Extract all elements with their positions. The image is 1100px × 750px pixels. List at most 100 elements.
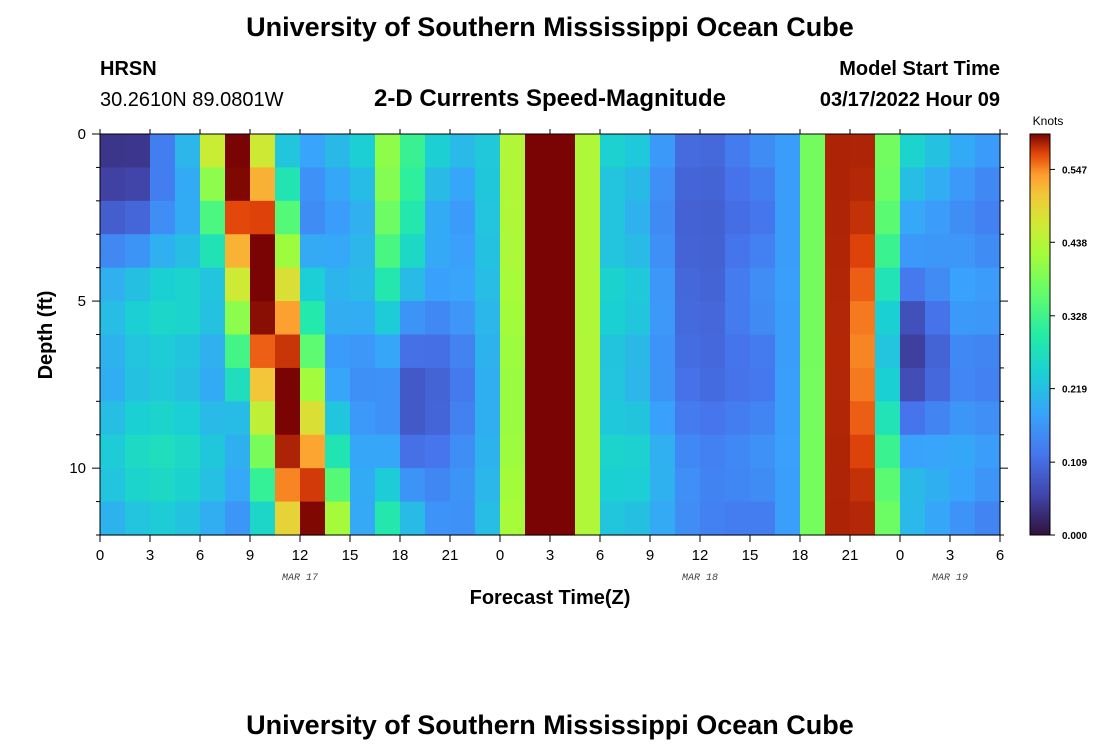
heatmap-cell [350, 334, 376, 369]
heatmap-cell [100, 334, 126, 369]
heatmap-cell [200, 234, 226, 269]
heatmap-cell [450, 301, 476, 336]
x-tick-label: 21 [442, 547, 459, 564]
heatmap-cell [600, 401, 626, 436]
heatmap-cell [175, 267, 201, 302]
x-axis-label: Forecast Time(Z) [470, 587, 631, 609]
heatmap-cell [225, 200, 251, 235]
heatmap-cell [525, 401, 551, 436]
heatmap-cell [125, 267, 151, 302]
heatmap-cell [850, 501, 876, 536]
heatmap-cell [100, 134, 126, 169]
heatmap-cell [725, 468, 751, 503]
heatmap-cell [400, 367, 426, 402]
heatmap-cell [125, 334, 151, 369]
heatmap-cell [275, 167, 301, 202]
heatmap-cell [925, 200, 951, 235]
heatmap-cell [875, 401, 901, 436]
heatmap-cell [475, 367, 501, 402]
x-tick-label: 12 [692, 547, 709, 564]
heatmap-cell [275, 501, 301, 536]
heatmap-cell [625, 301, 651, 336]
heatmap-cell [975, 301, 1001, 336]
heatmap-cell [700, 200, 726, 235]
heatmap-cell [925, 234, 951, 269]
heatmap-cell [400, 434, 426, 469]
heatmap-cell [600, 367, 626, 402]
heatmap-cell [425, 167, 451, 202]
heatmap-cell [300, 334, 326, 369]
heatmap-cell [900, 367, 926, 402]
heatmap-cell [125, 367, 151, 402]
heatmap-cell [675, 367, 701, 402]
heatmap-cell [700, 167, 726, 202]
heatmap-cell [350, 434, 376, 469]
heatmap-cell [725, 167, 751, 202]
heatmap-cell [725, 234, 751, 269]
heatmap-cell [850, 301, 876, 336]
heatmap-cell [875, 334, 901, 369]
heatmap-cell [475, 267, 501, 302]
heatmap-cell [575, 401, 601, 436]
heatmap-cell [200, 434, 226, 469]
heatmap-cell [325, 301, 351, 336]
heatmap-cell [700, 134, 726, 169]
heatmap-cell [450, 267, 476, 302]
heatmap-cell [325, 367, 351, 402]
heatmap-cell [625, 134, 651, 169]
heatmap-cell [450, 468, 476, 503]
heatmap-cell [475, 401, 501, 436]
heatmap-cell [525, 267, 551, 302]
heatmap-cell [250, 334, 276, 369]
heatmap-cell [650, 434, 676, 469]
heatmap-cell [550, 367, 576, 402]
heatmap-cell [175, 367, 201, 402]
heatmap-cell [950, 367, 976, 402]
heatmap-cell [550, 167, 576, 202]
heatmap-plot [100, 134, 1001, 536]
colorbar-tick-label: 0.547 [1062, 165, 1087, 176]
heatmap-cell [275, 334, 301, 369]
heatmap-cell [500, 167, 526, 202]
heatmap-cell [575, 434, 601, 469]
heatmap-cell [700, 301, 726, 336]
heatmap-cell [850, 134, 876, 169]
heatmap-cell [625, 434, 651, 469]
heatmap-cell [825, 200, 851, 235]
heatmap-cell [500, 334, 526, 369]
heatmap-cell [725, 200, 751, 235]
heatmap-cell [250, 501, 276, 536]
heatmap-cell [875, 267, 901, 302]
heatmap-cell [625, 468, 651, 503]
heatmap-cell [975, 468, 1001, 503]
heatmap-cell [925, 501, 951, 536]
heatmap-cell [500, 434, 526, 469]
heatmap-cell [225, 434, 251, 469]
heatmap-cell [250, 468, 276, 503]
heatmap-cell [325, 167, 351, 202]
chart-subtitle: 2-D Currents Speed-Magnitude [374, 85, 726, 112]
heatmap-cell [975, 401, 1001, 436]
x-tick-label: 15 [342, 547, 359, 564]
heatmap-cell [750, 334, 776, 369]
heatmap-cell [375, 468, 401, 503]
heatmap-cell [775, 334, 801, 369]
heatmap-cell [500, 468, 526, 503]
heatmap-cell [925, 401, 951, 436]
heatmap-cell [425, 401, 451, 436]
heatmap-cell [450, 334, 476, 369]
heatmap-cell [150, 200, 176, 235]
heatmap-cell [625, 501, 651, 536]
heatmap-cell [125, 401, 151, 436]
heatmap-cell [150, 334, 176, 369]
heatmap-cell [325, 401, 351, 436]
heatmap-cell [325, 134, 351, 169]
colorbar-tick-label: 0.000 [1062, 531, 1087, 542]
heatmap-cell [850, 267, 876, 302]
heatmap-cell [850, 167, 876, 202]
x-tick-label: 9 [246, 547, 254, 564]
heatmap-cell [900, 167, 926, 202]
heatmap-cell [525, 501, 551, 536]
heatmap-cell [550, 267, 576, 302]
heatmap-cell [975, 134, 1001, 169]
